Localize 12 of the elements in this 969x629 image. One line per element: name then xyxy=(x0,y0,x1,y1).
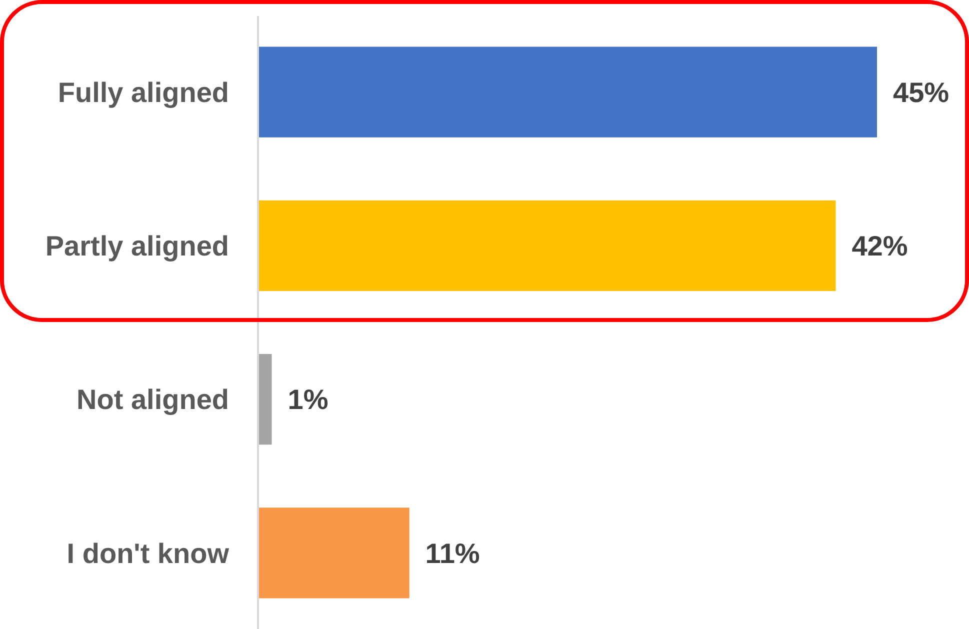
y-tick-label: Not aligned xyxy=(76,384,229,416)
bar xyxy=(258,354,272,445)
bar xyxy=(258,46,877,138)
y-tick-label: I don't know xyxy=(66,538,230,569)
data-label: 11% xyxy=(425,538,480,569)
y-tick-label: Fully aligned xyxy=(58,76,229,108)
data-label: 45% xyxy=(893,76,950,108)
bar xyxy=(258,200,836,292)
bar xyxy=(258,508,410,598)
data-label: 42% xyxy=(852,230,908,262)
data-label: 1% xyxy=(288,384,328,416)
y-tick-label: Partly aligned xyxy=(45,230,229,262)
